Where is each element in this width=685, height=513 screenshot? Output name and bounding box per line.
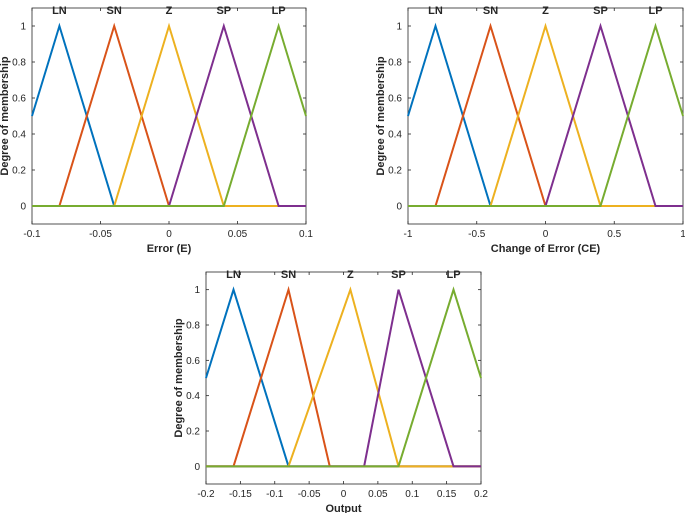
series-line-sp [408,22,683,207]
x-tick-label: 0.05 [228,229,248,240]
y-tick-label: 0.6 [388,94,402,105]
y-tick-label: 0.6 [12,94,26,105]
x-tick-label: 1 [680,229,685,240]
series-line-z [408,22,683,207]
x-tick-label: 0.05 [368,489,388,500]
chart-output: -0.2 -0.15 -0.1 -0.05 0 0.05 0.1 0.15 0.2 0 0.2 0.4… [173,269,488,513]
y-tick-label: 1 [396,22,402,33]
x-tick-label: -0.15 [229,489,252,500]
axes-box [205,271,482,485]
set-label-lp: LP [446,269,460,281]
set-label-lp: LP [648,5,662,17]
set-label-sp: SP [593,5,608,17]
series-line-ln [31,22,306,207]
y-tick-label: 0 [396,202,402,213]
set-label-ln: LN [226,269,241,281]
set-label-sn: SN [483,5,498,17]
y-tick-label: 1 [20,22,26,33]
series-line-z [32,22,306,207]
y-tick-label: 0.8 [388,58,402,69]
y-tick-label: 0 [20,202,26,213]
chart-error: -0.1 -0.05 0 0.05 0.1 0 0.2 0.4 0.6 0.8 1 LN SN Z SP LP… [0,5,313,255]
y-axis-label: Degree of membership [173,318,185,437]
y-tick-label: 1 [194,285,200,296]
y-tick-label: 0.2 [12,166,26,177]
series-line-sn [32,22,306,207]
series-line-ln [407,22,683,207]
series-line-sp [32,22,306,207]
series-line-sn [408,22,683,207]
x-axis-label: Change of Error (CE) [491,243,601,255]
axes-box [31,7,307,225]
series-line-lp [32,22,307,207]
series-line-lp [408,22,684,207]
y-tick-label: 0.4 [388,130,402,141]
x-tick-label: 0 [166,229,172,240]
set-label-sp: SP [391,269,406,281]
series-line-ln [205,286,481,468]
x-tick-label: 0 [543,229,549,240]
x-tick-label: 0.1 [405,489,419,500]
x-axis-label: Error (E) [147,243,192,255]
y-tick-label: 0.2 [186,427,200,438]
y-axis-label: Degree of membership [0,56,11,175]
series-line-sp [206,289,481,468]
set-label-ln: LN [428,5,443,17]
y-axis-label: Degree of membership [375,56,387,175]
set-label-lp: LP [272,5,286,17]
x-tick-label: 0.5 [607,229,621,240]
x-tick-label: -0.1 [23,229,41,240]
x-tick-label: 0 [341,489,347,500]
y-tick-label: 0.4 [186,391,200,402]
y-tick-label: 0.6 [186,356,200,367]
x-tick-label: -0.2 [197,489,215,500]
x-tick-label: -0.5 [468,229,486,240]
series-line-sn [206,285,481,468]
axes-box [407,7,684,225]
x-tick-label: 0.2 [474,489,488,500]
y-tick-label: 0.2 [388,166,402,177]
chart-change-of-error: -1 -0.5 0 0.5 1 0 0.2 0.4 0.6 0.8 1 LN SN Z SP LP Change… [375,5,685,255]
set-label-z: Z [542,5,549,17]
x-tick-label: -1 [404,229,413,240]
x-tick-label: -0.05 [298,489,321,500]
y-tick-label: 0 [194,462,200,473]
x-tick-label: 0.1 [299,229,313,240]
series-line-lp [206,286,482,468]
set-label-z: Z [347,269,354,281]
y-tick-label: 0.8 [186,321,200,332]
series-line-z [206,286,481,468]
set-label-z: Z [166,5,173,17]
x-tick-label: -0.1 [266,489,284,500]
set-label-sp: SP [216,5,231,17]
y-tick-label: 0.4 [12,130,26,141]
x-tick-label: 0.15 [437,489,457,500]
set-label-sn: SN [281,269,296,281]
x-axis-label: Output [325,503,361,513]
x-tick-label: -0.05 [89,229,112,240]
set-label-sn: SN [107,5,122,17]
set-label-ln: LN [52,5,67,17]
y-tick-label: 0.8 [12,58,26,69]
